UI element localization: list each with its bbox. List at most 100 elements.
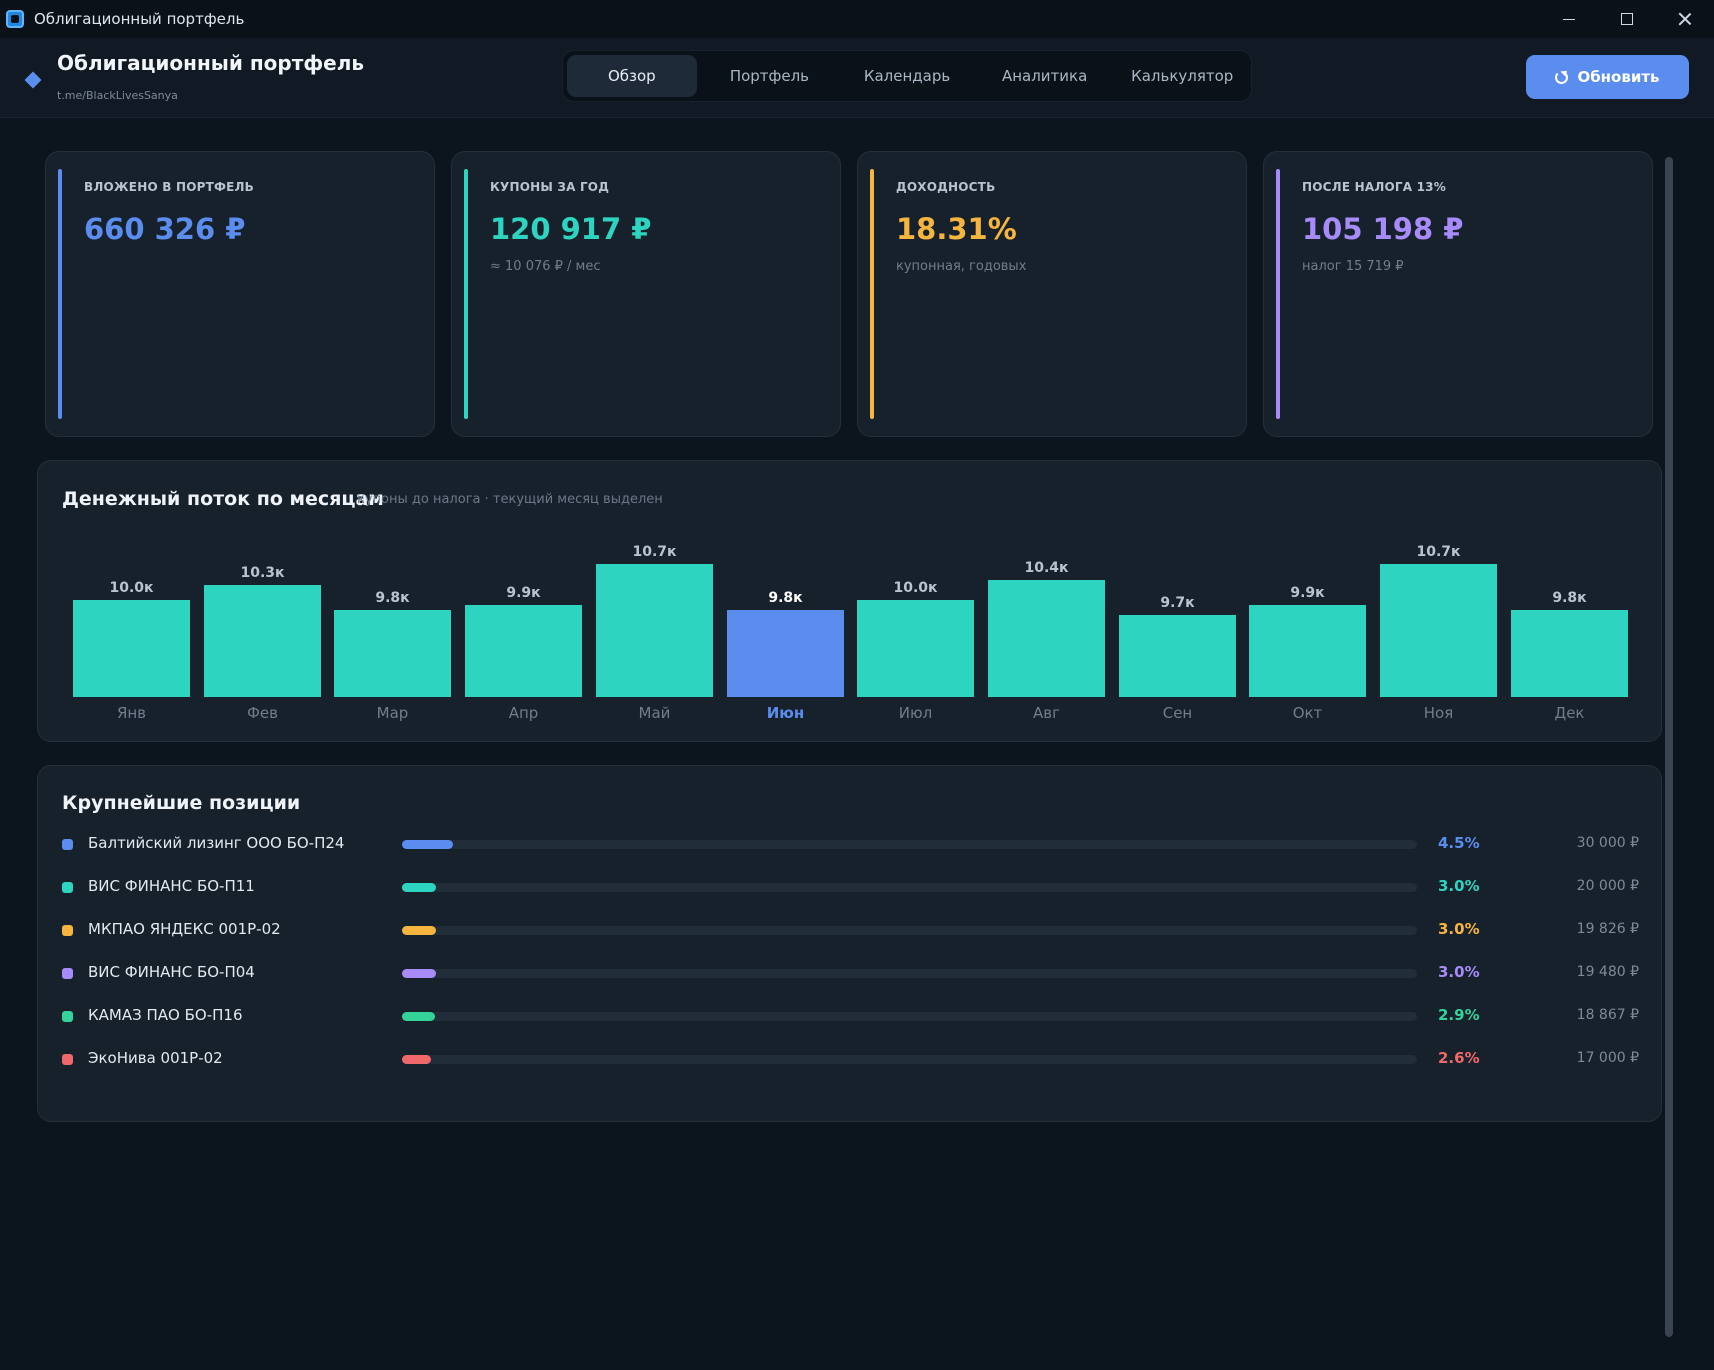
refresh-button[interactable]: Обновить (1526, 55, 1689, 99)
position-share-fill (402, 969, 436, 978)
month-tick-label: Июл (898, 704, 933, 722)
position-share-fill (402, 926, 436, 935)
position-share-track (402, 969, 1417, 978)
chart-bar[interactable] (1119, 615, 1236, 697)
card-accent-bar (464, 169, 468, 419)
tab-analytics[interactable]: Аналитика (1001, 67, 1088, 85)
position-share-track (402, 1055, 1417, 1064)
month-tick-label: Дек (1554, 704, 1585, 722)
tab-overview[interactable]: Обзор (567, 55, 697, 97)
position-amount: 19 826 ₽ (1576, 921, 1639, 937)
window-controls (1540, 0, 1714, 38)
tab-calendar[interactable]: Календарь (863, 67, 951, 85)
month-tick-label: Июн (766, 704, 805, 722)
position-percent: 3.0% (1438, 920, 1480, 938)
top-positions-panel: Крупнейшие позиции Балтийский лизинг ООО… (37, 765, 1662, 1122)
position-share-track (402, 883, 1417, 892)
card-accent-bar (58, 169, 62, 419)
window-title: Облигационный портфель (34, 10, 245, 28)
position-row[interactable]: ВИС ФИНАНС БО-П11 3.0% 20 000 ₽ (38, 874, 1663, 904)
position-percent: 2.6% (1438, 1049, 1480, 1067)
chart-bar[interactable] (1380, 564, 1497, 697)
stat-card-yield: ДОХОДНОСТЬ 18.31% купонная, годовых (857, 151, 1247, 437)
position-share-fill (402, 1012, 435, 1021)
card-label: КУПОНЫ ЗА ГОД (490, 180, 610, 194)
position-row[interactable]: ЭкоНива 001Р-02 2.6% 17 000 ₽ (38, 1046, 1663, 1076)
position-row[interactable]: Балтийский лизинг ООО БО-П24 4.5% 30 000 ₽ (38, 831, 1663, 861)
bar-value-label: 10.7к (1416, 544, 1461, 560)
position-percent: 3.0% (1438, 877, 1480, 895)
position-name: ВИС ФИНАНС БО-П04 (88, 963, 255, 981)
position-amount: 30 000 ₽ (1576, 835, 1639, 851)
tab-portfolio[interactable]: Портфель (729, 67, 810, 85)
minimize-button[interactable] (1540, 0, 1598, 38)
app-header: Облигационный портфель t.me/BlackLivesSa… (0, 38, 1714, 118)
position-share-track (402, 840, 1417, 849)
stat-card-after-tax: ПОСЛЕ НАЛОГА 13% 105 198 ₽ налог 15 719 … (1263, 151, 1653, 437)
card-label: ПОСЛЕ НАЛОГА 13% (1302, 180, 1446, 194)
window-titlebar: Облигационный портфель (0, 0, 1714, 38)
position-row[interactable]: ВИС ФИНАНС БО-П04 3.0% 19 480 ₽ (38, 960, 1663, 990)
position-color-dot (62, 1054, 73, 1065)
card-note: ≈ 10 076 ₽ / мес (490, 259, 601, 274)
bar-value-label: 10.0к (109, 580, 154, 596)
chart-bar[interactable] (857, 600, 974, 697)
app-subtitle-link[interactable]: t.me/BlackLivesSanya (57, 89, 178, 102)
position-row[interactable]: КАМАЗ ПАО БО-П16 2.9% 18 867 ₽ (38, 1003, 1663, 1033)
cashflow-bar-chart: 10.0к Янв 10.3к Фев 9.8к Мар 9.9к Апр 10.7к Май 9.… (38, 461, 1663, 741)
card-accent-bar (1276, 169, 1280, 419)
chart-bar[interactable] (73, 600, 190, 697)
position-color-dot (62, 925, 73, 936)
positions-title: Крупнейшие позиции (62, 792, 301, 814)
position-amount: 17 000 ₽ (1576, 1050, 1639, 1066)
chart-bar[interactable] (204, 585, 321, 697)
month-tick-label: Сен (1162, 704, 1193, 722)
position-share-track (402, 926, 1417, 935)
bar-value-label: 10.7к (632, 544, 677, 560)
month-tick-label: Янв (116, 704, 147, 722)
scrollbar-thumb[interactable] (1665, 157, 1673, 1337)
position-color-dot (62, 968, 73, 979)
card-value: 105 198 ₽ (1302, 212, 1464, 246)
month-tick-label: Окт (1292, 704, 1323, 722)
position-share-fill (402, 1055, 431, 1064)
month-tick-label: Авг (1033, 704, 1060, 722)
card-note: налог 15 719 ₽ (1302, 259, 1404, 274)
card-note: купонная, годовых (896, 259, 1027, 274)
card-value: 18.31% (896, 212, 1017, 246)
card-label: ДОХОДНОСТЬ (896, 180, 996, 194)
chart-bar[interactable] (1249, 605, 1366, 697)
position-share-track (402, 1012, 1417, 1021)
card-accent-bar (870, 169, 874, 419)
app-title: Облигационный портфель (57, 51, 365, 75)
close-icon (1678, 12, 1692, 26)
maximize-icon (1621, 13, 1633, 25)
close-button[interactable] (1656, 0, 1714, 38)
chart-bar[interactable] (988, 580, 1105, 697)
position-name: КАМАЗ ПАО БО-П16 (88, 1006, 243, 1024)
chart-bar[interactable] (1511, 610, 1628, 697)
maximize-button[interactable] (1598, 0, 1656, 38)
chart-bar[interactable] (465, 605, 582, 697)
position-color-dot (62, 839, 73, 850)
bar-value-label: 9.9к (1290, 585, 1325, 601)
refresh-button-label: Обновить (1577, 68, 1660, 86)
position-amount: 18 867 ₽ (1576, 1007, 1639, 1023)
cashflow-panel: Денежный поток по месяцам купоны до нало… (37, 460, 1662, 742)
bar-value-label: 9.7к (1160, 595, 1195, 611)
bar-value-label: 10.0к (893, 580, 938, 596)
chart-bar[interactable] (727, 610, 844, 697)
position-row[interactable]: МКПАО ЯНДЕКС 001Р-02 3.0% 19 826 ₽ (38, 917, 1663, 947)
position-amount: 19 480 ₽ (1576, 964, 1639, 980)
chart-bar[interactable] (334, 610, 451, 697)
bar-value-label: 10.3к (240, 565, 285, 581)
tab-calculator[interactable]: Калькулятор (1131, 67, 1234, 85)
chart-bar[interactable] (596, 564, 713, 697)
position-name: МКПАО ЯНДЕКС 001Р-02 (88, 920, 281, 938)
bar-value-label: 9.8к (375, 590, 410, 606)
bar-value-label: 10.4к (1024, 560, 1069, 576)
stat-card-coupons: КУПОНЫ ЗА ГОД 120 917 ₽ ≈ 10 076 ₽ / мес (451, 151, 841, 437)
bar-value-label: 9.9к (506, 585, 541, 601)
month-tick-label: Мар (376, 704, 409, 722)
brand-diamond-icon (24, 71, 42, 89)
